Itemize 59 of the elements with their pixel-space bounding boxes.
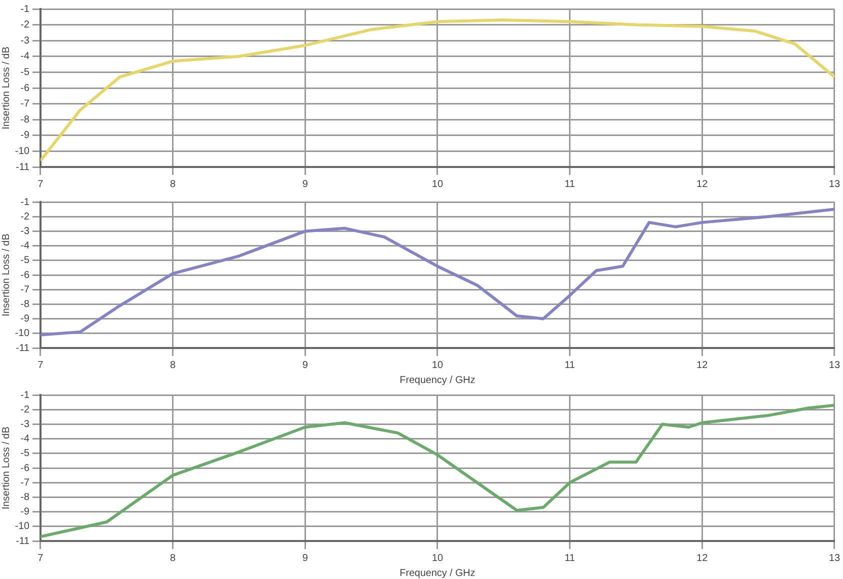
y-tick-label: -1: [20, 390, 30, 401]
x-tick-label: 11: [564, 552, 576, 564]
y-tick-label: -5: [20, 66, 30, 78]
y-axis-title: Insertion Loss / dB: [0, 233, 12, 316]
y-tick-label: -3: [20, 418, 30, 430]
x-tick-label: 12: [696, 178, 708, 190]
x-tick-label: 11: [564, 360, 576, 371]
y-tick-label: -6: [20, 270, 30, 281]
x-tick-label: 7: [38, 360, 44, 371]
y-tick-label: -5: [20, 448, 30, 460]
x-tick-label: 10: [432, 178, 444, 190]
y-tick-label: -8: [20, 492, 30, 503]
y-tick-label: -7: [20, 98, 30, 110]
y-tick-label: -4: [20, 51, 30, 62]
y-tick-label: -9: [20, 314, 30, 325]
y-tick-label: -11: [16, 342, 30, 354]
x-tick-label: 7: [38, 178, 44, 190]
y-tick-label: -2: [20, 20, 30, 31]
x-tick-label: 10: [432, 360, 444, 371]
y-tick-label: -7: [20, 477, 30, 488]
x-tick-label: 8: [170, 360, 176, 371]
y-tick-label: -9: [20, 130, 30, 142]
y-tick-label: -4: [20, 434, 30, 445]
x-tick-label: 9: [302, 360, 308, 371]
x-tick-label: 9: [302, 178, 308, 190]
y-axis-title: Insertion Loss / dB: [0, 46, 12, 130]
x-tick-label: 11: [564, 178, 576, 190]
y-tick-label: -2: [20, 211, 30, 222]
y-tick-label: -1: [20, 4, 30, 15]
x-tick-label: 13: [828, 360, 840, 371]
y-tick-label: -6: [20, 462, 30, 474]
y-tick-label: -8: [20, 298, 30, 310]
x-tick-label: 8: [170, 552, 176, 564]
x-tick-label: 12: [696, 360, 708, 371]
x-tick-label: 7: [38, 552, 44, 564]
y-tick-label: -10: [15, 521, 30, 532]
x-tick-label: 13: [828, 552, 840, 564]
y-tick-label: -3: [20, 35, 30, 46]
y-tick-label: -9: [20, 506, 30, 518]
x-tick-label: 8: [170, 178, 176, 190]
x-axis-title: Frequency / GHz: [400, 568, 476, 579]
y-tick-label: -5: [20, 255, 30, 266]
y-tick-label: -2: [20, 404, 30, 416]
y-tick-label: -11: [16, 162, 30, 173]
y-axis-title: Insertion Loss / dB: [0, 426, 12, 510]
x-axis-title: Frequency / GHz: [400, 374, 476, 386]
x-tick-label: 12: [696, 552, 708, 564]
y-tick-label: -6: [20, 82, 30, 94]
y-tick-label: -3: [20, 226, 30, 237]
y-tick-label: -7: [20, 284, 30, 296]
x-tick-label: 10: [432, 552, 444, 564]
y-tick-label: -11: [16, 536, 30, 547]
y-tick-label: -10: [15, 328, 30, 340]
y-tick-label: -10: [15, 146, 30, 157]
x-tick-label: 13: [828, 178, 840, 190]
y-tick-label: -4: [20, 240, 30, 252]
x-tick-label: 9: [302, 552, 308, 564]
y-tick-label: -1: [20, 196, 30, 208]
y-tick-label: -8: [20, 114, 30, 126]
